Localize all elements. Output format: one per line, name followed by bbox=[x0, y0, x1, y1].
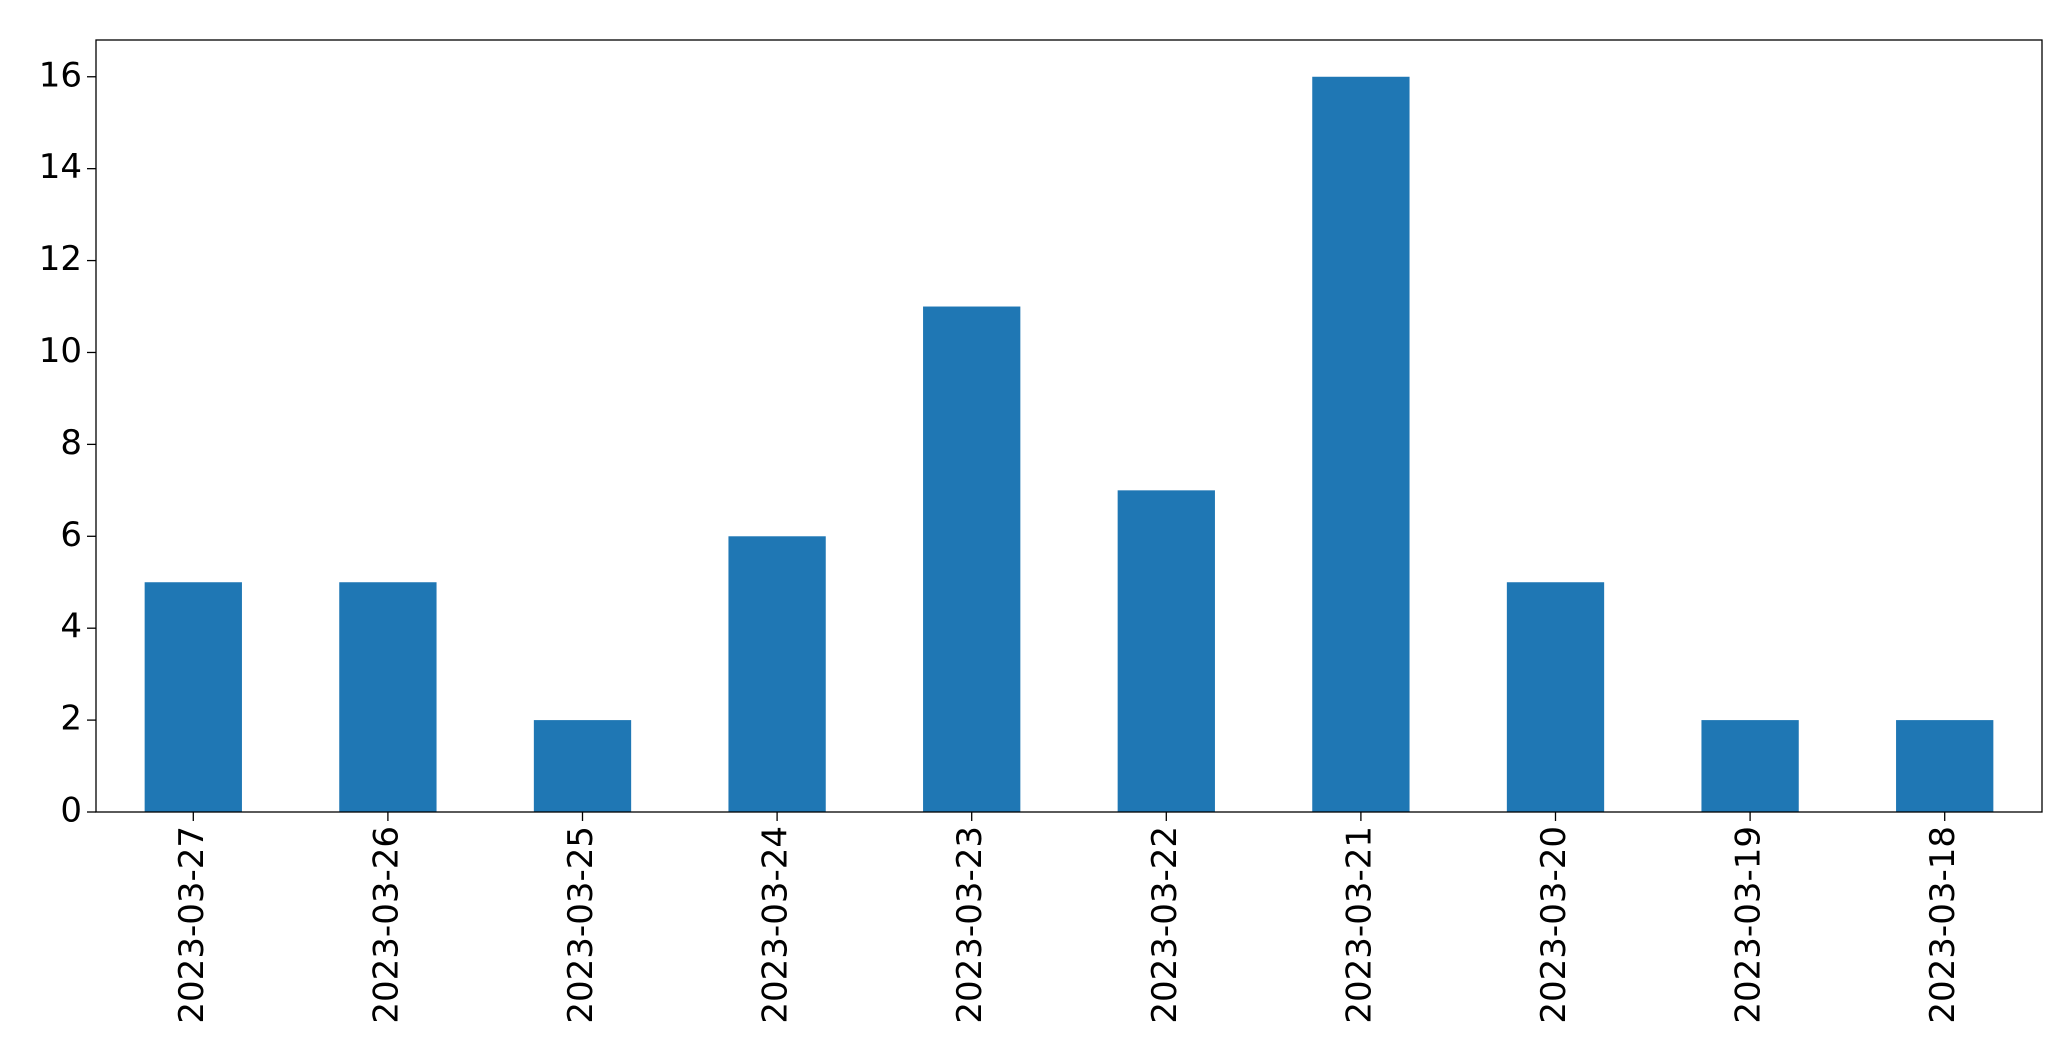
bar bbox=[728, 536, 826, 812]
y-tick-label: 14 bbox=[39, 147, 82, 187]
x-tick-label: 2023-03-20 bbox=[1534, 826, 1574, 1024]
y-tick-label: 10 bbox=[39, 331, 82, 371]
bar bbox=[339, 582, 437, 812]
y-tick-label: 4 bbox=[60, 607, 82, 647]
bar bbox=[923, 306, 1021, 812]
y-tick-label: 2 bbox=[60, 699, 82, 739]
x-tick-label: 2023-03-26 bbox=[366, 826, 406, 1024]
x-tick-label: 2023-03-18 bbox=[1923, 826, 1963, 1024]
x-tick-label: 2023-03-24 bbox=[756, 826, 796, 1024]
bar bbox=[533, 720, 632, 812]
y-tick-label: 16 bbox=[39, 55, 82, 95]
plot-frame bbox=[95, 39, 2043, 813]
bar bbox=[1896, 720, 1994, 812]
x-tick-label: 2023-03-22 bbox=[1145, 826, 1185, 1024]
y-tick-label: 6 bbox=[60, 515, 82, 555]
x-tick-label: 2023-03-19 bbox=[1729, 826, 1769, 1024]
bar bbox=[1701, 720, 1799, 812]
bar bbox=[1312, 76, 1410, 812]
y-tick-label: 12 bbox=[39, 239, 82, 279]
x-tick-label: 2023-03-23 bbox=[950, 826, 990, 1024]
bar bbox=[144, 582, 242, 812]
y-tick-label: 0 bbox=[60, 791, 82, 831]
y-tick-label: 8 bbox=[60, 423, 82, 463]
x-tick-label: 2023-03-27 bbox=[172, 826, 212, 1024]
bar bbox=[1117, 490, 1215, 812]
x-tick-label: 2023-03-25 bbox=[561, 826, 601, 1024]
bar bbox=[1506, 582, 1605, 812]
x-tick-label: 2023-03-21 bbox=[1339, 826, 1379, 1024]
